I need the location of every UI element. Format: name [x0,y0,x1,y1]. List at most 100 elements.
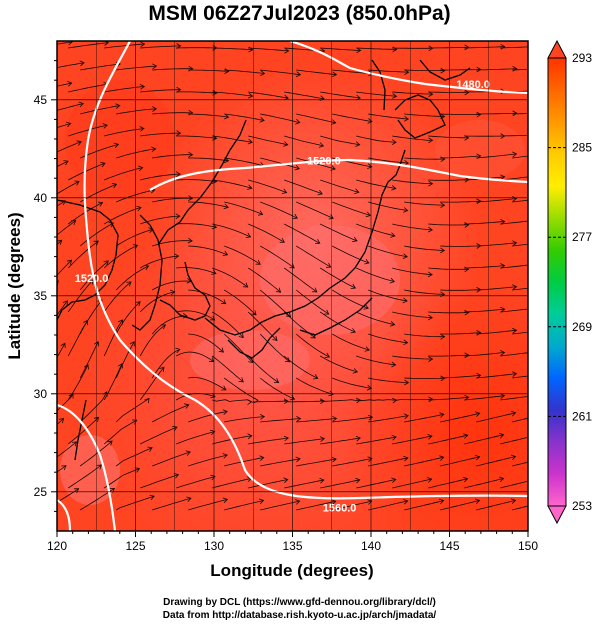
streamline [188,376,227,391]
streamline [211,355,244,383]
streamline [79,183,117,203]
streamline [103,319,123,357]
streamline [440,332,481,335]
streamline-arrowhead [536,173,540,178]
streamline-arrowhead [247,138,253,145]
streamline [296,500,336,511]
streamline [356,436,397,445]
streamline [212,399,252,403]
streamline [500,46,528,49]
streamline-arrowhead [238,377,244,383]
streamline-arrowhead [324,352,331,358]
streamline-arrowhead [474,454,481,461]
streamline [392,355,433,360]
streamline [319,267,356,289]
streamline [57,41,73,45]
streamline [368,289,408,302]
streamline-arrowhead [224,113,230,120]
colorbar-tick-label: 277 [572,230,592,244]
streamline-arrowhead [498,476,505,483]
colorbar-tick-label: 293 [572,51,592,65]
streamline [57,418,64,425]
streamline-arrowhead [210,392,216,399]
streamline [176,223,217,228]
streamline-arrowhead [352,236,358,243]
streamline-arrowhead [428,180,434,187]
streamline-arrowhead [83,319,88,326]
streamline [368,457,408,467]
streamline-arrowhead [57,239,63,245]
streamline-arrowhead [283,477,289,484]
streamline-arrowhead [427,314,433,321]
streamline-arrowhead [331,456,337,463]
streamline-arrowhead [62,300,68,306]
streamline-arrowhead [135,301,141,307]
streamline [476,373,517,379]
streamline [57,343,66,359]
streamline-arrowhead [175,213,181,220]
streamline-arrowhead [512,284,518,290]
streamline [392,223,433,231]
streamline-arrowhead [391,477,397,483]
streamline [283,311,316,339]
streamline [212,223,251,238]
streamline [104,128,144,137]
streamline-arrowhead [428,396,434,403]
streamline [212,267,248,288]
streamline-arrowhead [352,368,359,374]
streamline [80,63,121,71]
streamline-arrowhead [50,322,54,327]
streamline-arrowhead [536,218,540,223]
streamline [140,45,181,49]
x-tick-label: 140 [361,539,381,553]
geopotential-contours [57,41,528,531]
streamline-arrowhead [71,441,78,447]
streamline-arrowhead [428,137,434,144]
streamline [512,505,528,511]
streamline [512,461,528,467]
streamline-arrowhead [365,211,372,218]
streamline [296,201,334,219]
streamline-arrowhead [174,253,180,260]
streamline-arrowhead [476,111,482,118]
streamline-arrowhead [187,237,193,244]
streamline-arrowhead [283,141,289,147]
streamline-arrowhead [210,429,216,436]
streamline [248,91,289,99]
streamline [248,223,285,243]
streamline-arrowhead [218,347,224,353]
streamline [115,228,154,247]
streamline [139,291,175,313]
streamline [500,480,528,489]
streamline [260,418,301,423]
streamline [188,333,224,353]
streamline [296,157,336,170]
streamline-arrowhead [185,450,191,456]
streamline [151,348,181,379]
streamline-arrowhead [500,393,506,399]
streamline [464,434,504,445]
streamline-arrowhead [332,415,338,422]
streamline-arrowhead [159,366,165,372]
streamline [404,289,445,295]
streamline [428,434,468,445]
colorbar-tick-label: 253 [572,499,592,513]
streamline-arrowhead [292,213,298,219]
streamline-arrowhead [535,477,540,482]
streamline-arrowhead [319,436,326,442]
streamline [356,355,396,366]
streamline-arrowhead [463,433,469,439]
y-axis-label: Latitude (degrees) [5,212,24,359]
streamline-arrowhead [70,220,77,226]
streamline [284,179,323,195]
streamline-arrowhead [88,279,94,285]
streamline [140,215,180,225]
streamline [464,478,504,489]
streamline [152,280,192,291]
streamline-arrowhead [404,159,410,166]
streamline-arrowhead [175,347,181,354]
streamline-arrowhead [363,304,369,310]
streamline [224,457,264,467]
streamline [464,46,505,49]
streamline [212,91,253,97]
